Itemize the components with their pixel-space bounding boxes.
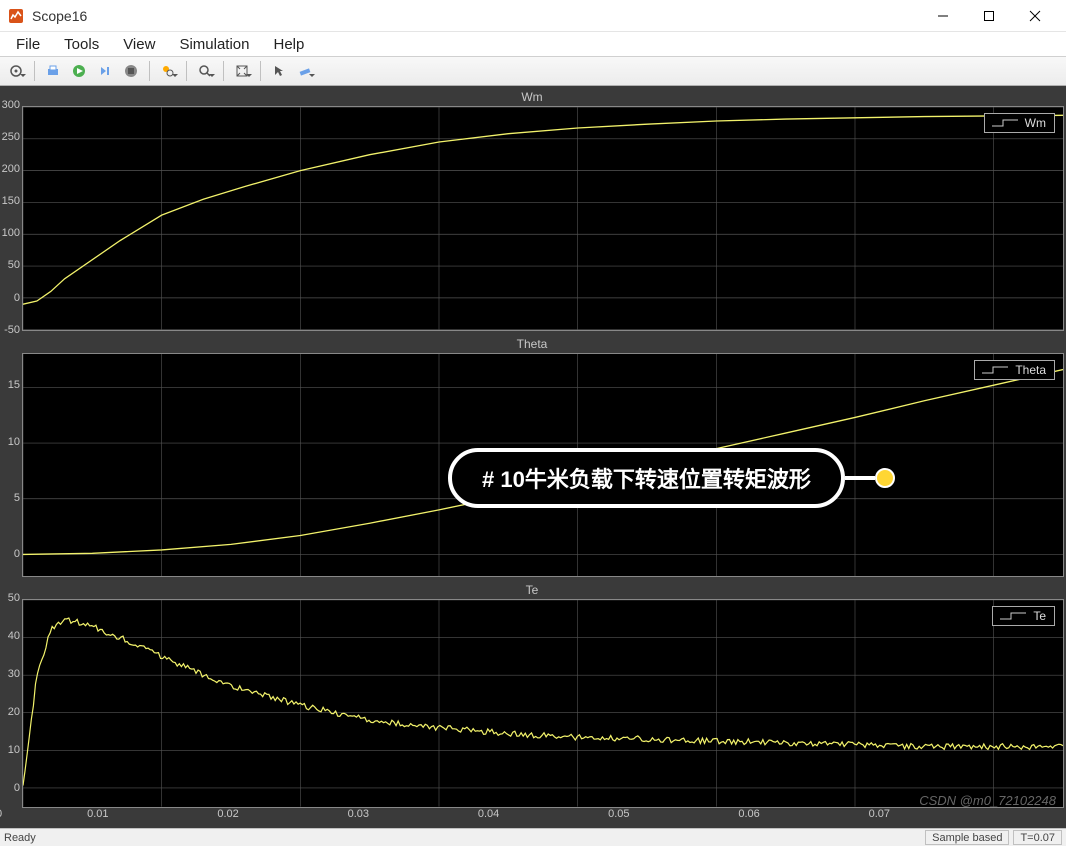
window: Scope16 File Tools View Simulation Help xyxy=(0,0,1066,846)
menubar: File Tools View Simulation Help xyxy=(0,32,1066,56)
run-button[interactable] xyxy=(67,59,91,83)
step-icon xyxy=(999,611,1027,621)
legend-wm[interactable]: Wm xyxy=(984,113,1055,133)
legend-theta[interactable]: Theta xyxy=(974,360,1055,380)
legend-label: Wm xyxy=(1025,116,1046,130)
stop-button[interactable] xyxy=(119,59,143,83)
annotation-text: # 10牛米负载下转速位置转矩波形 xyxy=(448,448,845,508)
step-icon xyxy=(991,118,1019,128)
annotation-dot-icon xyxy=(875,468,895,488)
cursor-button[interactable] xyxy=(267,59,291,83)
toolbar-separator xyxy=(260,61,261,81)
close-button[interactable] xyxy=(1012,0,1058,32)
menu-simulation[interactable]: Simulation xyxy=(167,34,261,55)
toolbar-separator xyxy=(223,61,224,81)
x-axis: 00.010.020.030.040.050.060.07 xyxy=(22,808,1064,824)
legend-label: Theta xyxy=(1015,363,1046,377)
status-ready: Ready xyxy=(4,832,921,844)
toolbar-separator xyxy=(34,61,35,81)
subplot-title: Wm xyxy=(0,90,1064,106)
subplot-te: Te 50403020100 Te 00.010.020.030.040.050… xyxy=(0,583,1064,824)
subplot-wm: Wm 300250200150100500-50 Wm xyxy=(0,90,1064,331)
annotation-callout: # 10牛米负载下转速位置转矩波形 xyxy=(448,448,895,508)
status-time: T=0.07 xyxy=(1013,830,1062,845)
measurements-button[interactable] xyxy=(293,59,317,83)
toolbar-separator xyxy=(149,61,150,81)
settings-button[interactable] xyxy=(4,59,28,83)
y-axis: 300250200150100500-50 xyxy=(0,106,22,331)
annotation-connector xyxy=(845,476,875,480)
y-axis: 151050 xyxy=(0,353,22,578)
window-title: Scope16 xyxy=(32,8,920,24)
menu-file[interactable]: File xyxy=(4,34,52,55)
subplot-title: Theta xyxy=(0,337,1064,353)
toolbar-separator xyxy=(186,61,187,81)
legend-te[interactable]: Te xyxy=(992,606,1055,626)
titlebar: Scope16 xyxy=(0,0,1066,32)
subplot-title: Te xyxy=(0,583,1064,599)
toolbar xyxy=(0,56,1066,86)
autoscale-button[interactable] xyxy=(230,59,254,83)
graph-wm[interactable]: Wm xyxy=(22,106,1064,331)
status-sample: Sample based xyxy=(925,830,1009,845)
minimize-button[interactable] xyxy=(920,0,966,32)
app-icon xyxy=(8,8,24,24)
maximize-button[interactable] xyxy=(966,0,1012,32)
graph-te[interactable]: Te xyxy=(22,599,1064,808)
step-icon xyxy=(981,365,1009,375)
step-button[interactable] xyxy=(93,59,117,83)
y-axis: 50403020100 xyxy=(0,599,22,808)
plot-area: Wm 300250200150100500-50 Wm Theta 151050 xyxy=(0,86,1066,828)
legend-label: Te xyxy=(1033,609,1046,623)
zoom-button[interactable] xyxy=(193,59,217,83)
statusbar: Ready Sample based T=0.07 xyxy=(0,828,1066,846)
highlight-button[interactable] xyxy=(156,59,180,83)
print-button[interactable] xyxy=(41,59,65,83)
menu-tools[interactable]: Tools xyxy=(52,34,111,55)
menu-view[interactable]: View xyxy=(111,34,167,55)
menu-help[interactable]: Help xyxy=(262,34,317,55)
